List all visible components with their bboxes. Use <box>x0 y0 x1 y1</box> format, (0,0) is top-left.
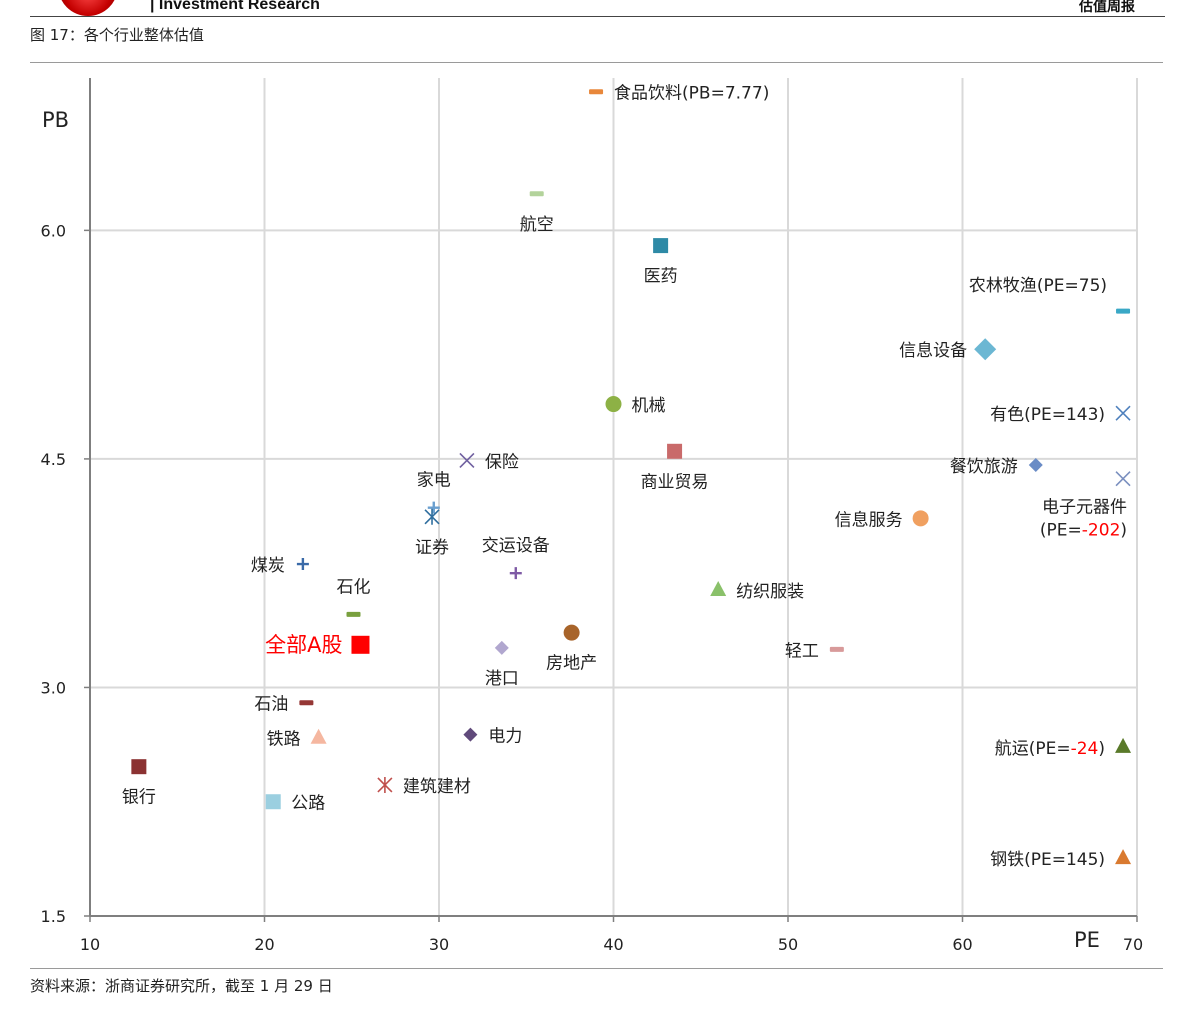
point-label: 医药 <box>644 267 678 287</box>
caption-divider <box>30 62 1163 63</box>
point-marker <box>296 558 309 571</box>
point-marker <box>1115 849 1132 865</box>
point-label: 建筑建材 <box>403 777 471 797</box>
point-marker <box>1115 737 1132 753</box>
point-marker <box>1116 308 1131 314</box>
point-label: 航空 <box>520 215 554 235</box>
x-tick-label: 10 <box>80 935 100 954</box>
point-marker <box>131 759 147 775</box>
point-label: 交运设备 <box>482 536 550 556</box>
point-marker <box>529 191 544 197</box>
point-label: 房地产 <box>546 654 597 674</box>
point-label: 家电 <box>417 471 451 491</box>
brand-name: | Investment Research <box>150 0 320 13</box>
point-marker <box>974 338 997 361</box>
point-marker <box>605 396 622 413</box>
y-tick-label: 6.0 <box>41 221 66 240</box>
point-marker <box>377 776 393 793</box>
point-label: 铁路 <box>267 730 301 750</box>
y-tick-label: 1.5 <box>41 907 66 926</box>
point-label: 电子元器件 <box>1042 498 1127 518</box>
point-marker <box>589 89 604 95</box>
point-label: 石油 <box>254 695 288 715</box>
point-label: 银行 <box>122 788 156 808</box>
point-label: 食品饮料(PB=7.77) <box>614 84 769 104</box>
figure-caption: 图 17：各个行业整体估值 <box>30 26 204 44</box>
point-label: 全部A股 <box>265 633 342 657</box>
point-marker <box>563 624 580 641</box>
point-marker <box>494 640 509 655</box>
point-marker <box>1115 471 1131 487</box>
x-tick-label: 20 <box>254 935 274 954</box>
point-marker <box>299 700 314 706</box>
point-marker <box>509 567 522 580</box>
point-label: 保险 <box>485 452 519 472</box>
point-label: 农林牧渔(PE=75) <box>969 276 1107 296</box>
point-label: 港口 <box>485 669 519 689</box>
point-label: 餐饮旅游 <box>950 457 1018 477</box>
point-marker <box>829 646 844 652</box>
point-label: 机械 <box>632 396 666 416</box>
point-label: 商业贸易 <box>641 472 709 492</box>
point-label: 航运(PE=-24) <box>995 739 1105 759</box>
point-marker <box>667 443 683 459</box>
point-marker <box>265 794 281 810</box>
point-label: 轻工 <box>785 641 819 661</box>
point-marker <box>351 635 370 654</box>
x-tick-label: 50 <box>778 935 798 954</box>
point-label: 信息设备 <box>899 341 967 361</box>
point-label: 公路 <box>291 794 325 814</box>
y-tick-label: 3.0 <box>41 678 66 697</box>
point-label: 石化 <box>336 577 370 597</box>
point-label: 信息服务 <box>835 510 903 530</box>
point-label-note: (PE=-202) <box>1040 521 1127 541</box>
point-label: 钢铁(PE=145) <box>990 850 1105 870</box>
point-marker <box>459 452 475 468</box>
point-marker <box>424 508 440 525</box>
x-tick-label: 30 <box>429 935 449 954</box>
point-label: 证券 <box>415 538 449 558</box>
point-marker <box>912 510 929 527</box>
point-label: 电力 <box>488 727 522 747</box>
source-note: 资料来源：浙商证券研究所，截至 1 月 29 日 <box>30 977 333 995</box>
x-tick-label: 70 <box>1123 935 1143 954</box>
x-tick-label: 40 <box>603 935 623 954</box>
point-label: 煤炭 <box>251 556 285 576</box>
point-marker <box>346 611 361 617</box>
y-tick-label: 4.5 <box>41 450 66 469</box>
source-divider <box>30 968 1163 969</box>
point-label: 纺织服装 <box>736 582 804 602</box>
report-name: 估值周报 <box>1079 0 1135 15</box>
x-axis-title: PE <box>1074 928 1100 952</box>
point-marker <box>310 728 327 744</box>
header-divider <box>30 16 1165 17</box>
point-marker <box>1115 405 1131 421</box>
point-marker <box>1028 458 1043 473</box>
point-marker <box>463 727 478 742</box>
point-marker <box>427 501 440 514</box>
point-marker <box>710 580 727 596</box>
point-label: 有色(PE=143) <box>990 405 1105 425</box>
x-tick-label: 60 <box>952 935 972 954</box>
point-marker <box>653 238 669 254</box>
y-axis-title: PB <box>42 108 69 132</box>
